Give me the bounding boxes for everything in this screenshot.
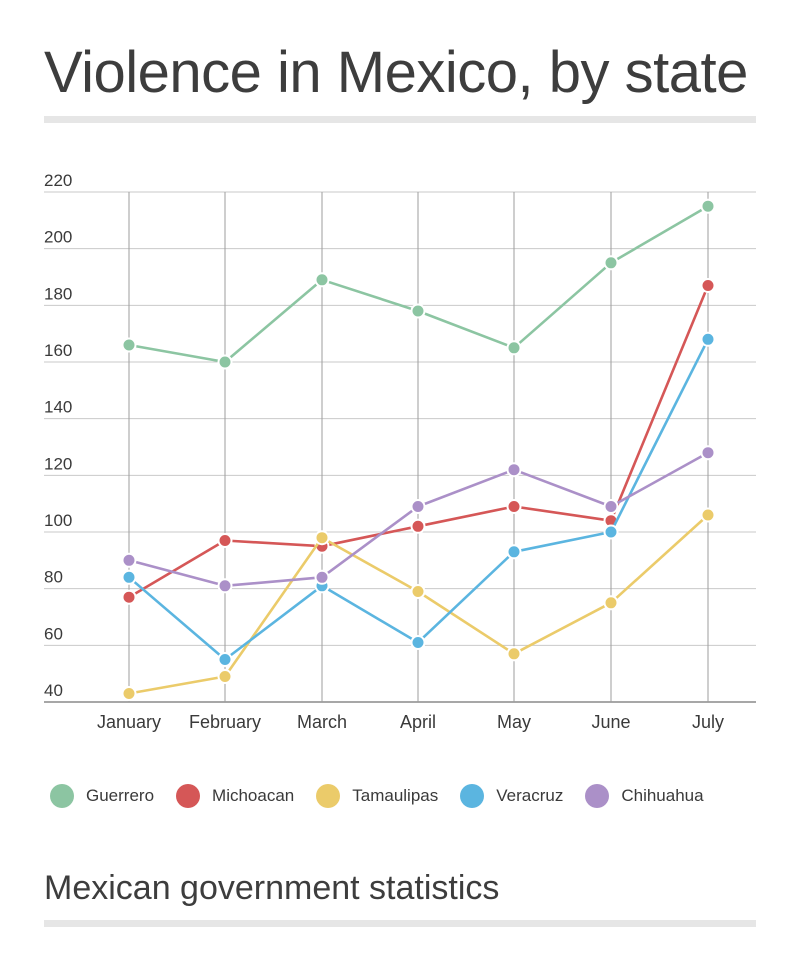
x-tick-label: February	[189, 712, 261, 732]
y-tick-label: 80	[44, 568, 63, 587]
y-tick-label: 200	[44, 228, 72, 247]
legend-item-guerrero: Guerrero	[50, 784, 154, 808]
legend-item-veracruz: Veracruz	[460, 784, 563, 808]
y-tick-label: 100	[44, 511, 72, 530]
footer-divider	[44, 920, 756, 927]
legend: Guerrero Michoacan Tamaulipas Veracruz Chihu…	[50, 784, 726, 808]
data-point	[410, 499, 426, 514]
legend-swatch	[316, 784, 341, 808]
data-point	[314, 272, 330, 288]
legend-swatch	[176, 784, 201, 808]
data-point	[121, 337, 137, 353]
legend-label: Tamaulipas	[352, 786, 439, 805]
data-point	[217, 354, 233, 370]
legend-item-chihuahua: Chihuahua	[585, 784, 704, 808]
legend-item-tamaulipas: Tamaulipas	[316, 784, 438, 808]
chart-title: Violence in Mexico, by state	[44, 40, 748, 105]
data-point	[217, 533, 233, 548]
line-chart: 40 60 80 100 120 140 160 180 200 220 January Febru…	[44, 171, 756, 732]
legend-item-michoacan: Michoacan	[176, 784, 294, 808]
y-axis-ticks: 40 60 80 100 120 140 160 180 200 220	[44, 171, 72, 700]
data-point	[603, 524, 619, 540]
series-lines	[121, 198, 716, 701]
legend-label: Guerrero	[86, 786, 155, 805]
y-tick-label: 140	[44, 398, 72, 417]
data-point	[603, 255, 619, 271]
legend-swatch	[460, 784, 485, 808]
y-tick-label: 60	[44, 624, 63, 643]
y-tick-label: 120	[44, 454, 72, 473]
data-point	[217, 578, 233, 594]
data-point	[506, 544, 522, 560]
data-point	[506, 340, 522, 356]
grid	[44, 191, 756, 703]
data-point	[410, 635, 426, 650]
data-point	[410, 518, 426, 534]
data-point	[121, 589, 137, 605]
legend-swatch	[50, 784, 74, 808]
y-tick-label: 220	[44, 171, 72, 190]
series-veracruz	[121, 331, 716, 667]
x-tick-label: June	[591, 712, 630, 732]
data-point	[410, 584, 426, 599]
data-point	[506, 646, 522, 662]
data-point	[700, 278, 716, 293]
legend-label: Michoacan	[212, 786, 295, 805]
x-tick-label: January	[97, 712, 161, 732]
x-tick-label: April	[400, 712, 436, 732]
y-tick-label: 180	[44, 284, 72, 303]
x-axis-labels: January February March April May June July	[97, 712, 724, 732]
data-point	[314, 530, 330, 546]
data-point	[121, 686, 137, 701]
data-point	[121, 552, 137, 568]
data-point	[506, 462, 522, 478]
data-point	[700, 331, 716, 347]
x-tick-label: July	[692, 712, 724, 732]
x-tick-label: March	[297, 712, 347, 732]
x-tick-label: May	[497, 712, 531, 732]
legend-label: Chihuahua	[621, 786, 704, 805]
data-point	[506, 499, 522, 514]
title-divider	[44, 116, 756, 123]
data-point	[314, 569, 330, 585]
series-michoacan	[121, 278, 716, 605]
series-tamaulipas	[121, 507, 716, 701]
legend-label: Veracruz	[496, 786, 564, 805]
data-point	[217, 669, 233, 684]
data-point	[603, 499, 619, 514]
legend-swatch	[585, 784, 610, 808]
series-guerrero	[121, 198, 716, 370]
series-chihuahua	[121, 445, 716, 594]
y-tick-label: 160	[44, 341, 72, 360]
data-point	[410, 303, 426, 319]
data-point	[217, 652, 233, 667]
data-point	[603, 595, 619, 611]
data-point	[700, 507, 716, 523]
data-point	[700, 198, 716, 214]
data-point	[700, 445, 716, 461]
data-point	[121, 569, 137, 585]
y-tick-label: 40	[44, 681, 63, 700]
source-caption: Mexican government statistics	[44, 869, 500, 907]
